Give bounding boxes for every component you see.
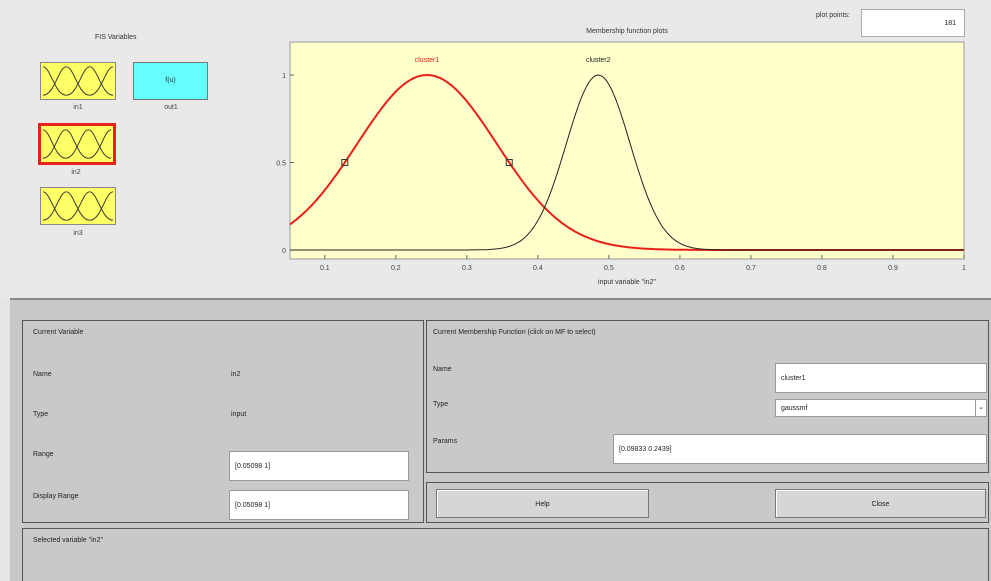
variable-name-value: in2 <box>231 371 241 378</box>
x-tick-label: 0.2 <box>391 265 401 272</box>
output-function-text: f(u) <box>165 77 176 84</box>
input-variable-in1-box[interactable] <box>40 62 116 100</box>
mf-drag-handle[interactable] <box>341 159 349 166</box>
y-tick-label: 0 <box>282 248 286 255</box>
plot-points-input[interactable]: 181 <box>861 9 965 37</box>
mf-icon <box>42 66 114 96</box>
x-tick-label: 1 <box>962 265 966 272</box>
y-tick-label: 1 <box>282 73 286 80</box>
input-variable-in3-box[interactable] <box>40 187 116 225</box>
mf-params-input[interactable]: [0.09833 0.2439] <box>613 434 987 464</box>
fis-editor-bottom: Current Variable Name in2 Type input Ran… <box>10 298 991 581</box>
status-text: Selected variable "in2" <box>33 537 103 544</box>
mf-type-value: gaussmf <box>781 405 808 412</box>
output-variable-out1-box[interactable]: f(u) <box>133 62 208 100</box>
x-tick-label: 0.8 <box>817 265 827 272</box>
membership-function-plot[interactable]: 0.1 0.2 0.3 0.4 0.5 0.6 0.7 0.8 0.9 1 0 0.5 1 cluste… <box>0 0 991 298</box>
x-tick-label: 0.5 <box>604 265 614 272</box>
range-label: Range <box>33 451 54 458</box>
input-variable-in2-label: in2 <box>71 169 81 176</box>
input-variable-in3-label: in3 <box>73 230 83 237</box>
display-range-input[interactable]: [0.05098 1] <box>229 490 409 520</box>
plot-area <box>289 41 965 260</box>
variable-type-value: input <box>231 411 247 418</box>
fis-variables-title: FIS Variables <box>95 34 137 41</box>
x-axis-label: input variable "in2" <box>598 279 656 286</box>
mf-type-label: Type <box>433 401 449 408</box>
mf-icon <box>42 129 112 159</box>
display-range-label: Display Range <box>33 493 79 500</box>
status-panel: Selected variable "in2" <box>22 528 989 581</box>
mf-label-cluster2[interactable]: cluster2 <box>586 57 611 64</box>
buttons-panel: Help Close <box>426 482 989 523</box>
current-variable-title: Current Variable <box>33 329 84 336</box>
mf-label-cluster1[interactable]: cluster1 <box>415 57 440 64</box>
current-mf-panel: Current Membership Function (click on MF… <box>426 320 989 473</box>
x-tick-label: 0.9 <box>888 265 898 272</box>
plot-points-label: plot points: <box>816 12 850 19</box>
help-button[interactable]: Help <box>436 489 649 518</box>
close-button[interactable]: Close <box>775 489 986 518</box>
x-tick-label: 0.6 <box>675 265 685 272</box>
plot-title: Membership function plots <box>586 28 668 35</box>
mf-icon <box>42 191 114 221</box>
mf-drag-handle[interactable] <box>505 159 513 166</box>
input-variable-in2-box[interactable] <box>38 123 116 165</box>
range-input[interactable]: [0.05098 1] <box>229 451 409 481</box>
x-tick-label: 0.7 <box>746 265 756 272</box>
output-variable-out1-label: out1 <box>164 104 178 111</box>
x-tick-label: 0.4 <box>533 265 543 272</box>
mf-name-label: Name <box>433 366 452 373</box>
mf-type-select[interactable]: gaussmf ⌄ <box>775 399 987 417</box>
current-mf-title: Current Membership Function (click on MF… <box>433 329 596 336</box>
y-tick-label: 0.5 <box>276 161 286 168</box>
current-variable-panel: Current Variable Name in2 Type input Ran… <box>22 320 424 523</box>
mf-params-label: Params <box>433 438 458 445</box>
x-tick-label: 0.3 <box>462 265 472 272</box>
mf-name-input[interactable]: cluster1 <box>775 363 987 393</box>
input-variable-in1-label: in1 <box>73 104 83 111</box>
fis-editor-top: FIS Variables in1 f(u) out1 in2 in <box>0 0 991 298</box>
chevron-down-icon[interactable]: ⌄ <box>975 400 986 416</box>
variable-name-label: Name <box>33 371 52 378</box>
variable-type-label: Type <box>33 411 49 418</box>
x-tick-label: 0.1 <box>320 265 330 272</box>
mf-curve-cluster2[interactable] <box>290 74 964 251</box>
